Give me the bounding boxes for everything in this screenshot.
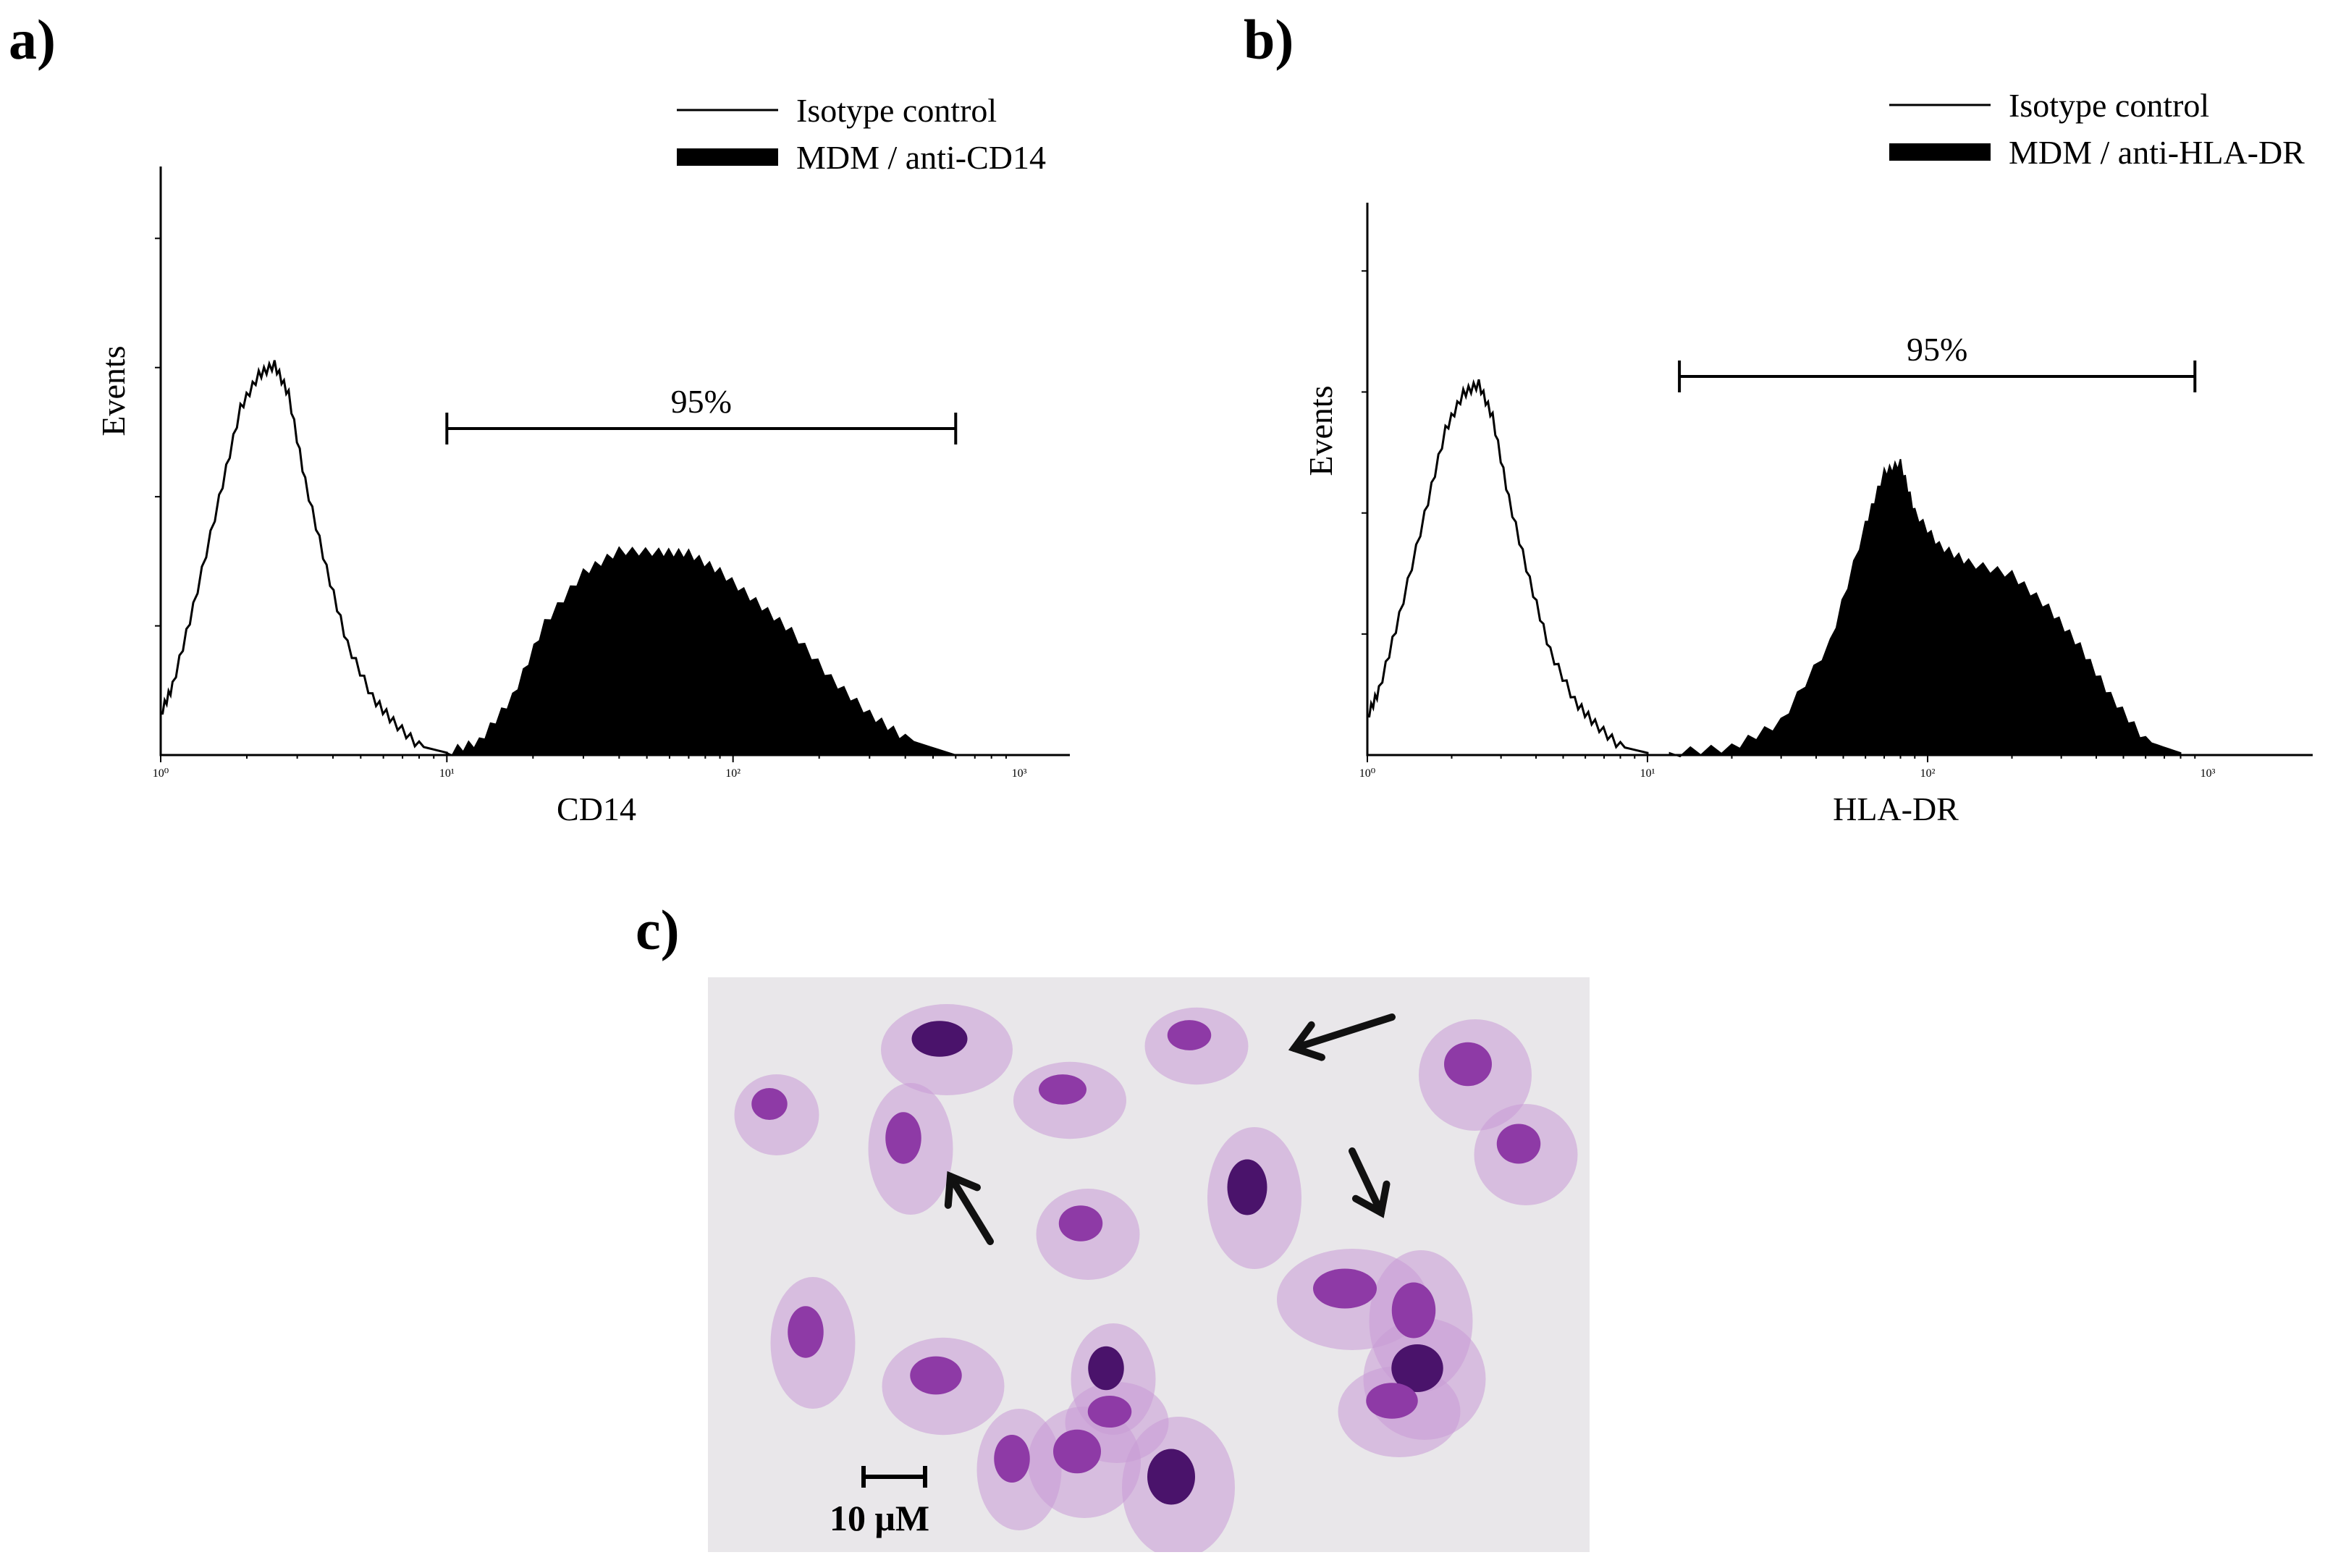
cell-nucleus: [788, 1306, 824, 1358]
cell-nucleus: [1167, 1020, 1212, 1050]
panel-label-a: a): [9, 8, 56, 71]
gate-label: 95%: [671, 383, 732, 420]
legend-entry: Isotype control: [796, 92, 997, 129]
x-axis-label: CD14: [557, 791, 636, 827]
arrow-icon: [947, 1173, 994, 1245]
cell-nucleus: [1039, 1074, 1086, 1105]
cell-nucleus: [751, 1088, 788, 1120]
panel-label-b: b): [1244, 8, 1294, 71]
cell-nucleus: [1313, 1268, 1377, 1309]
cell-nucleus: [1058, 1205, 1103, 1242]
arrow-icon: [1291, 1013, 1396, 1052]
legend-entry: Isotype control: [2009, 87, 2209, 124]
arrow-head-icon: [1288, 1021, 1325, 1061]
stained-cells-image: [708, 977, 1590, 1559]
cell-nucleus: [1496, 1124, 1541, 1164]
x-tick-label: 10¹: [439, 767, 455, 780]
cell-nucleus: [1391, 1282, 1436, 1339]
cell-nucleus: [1087, 1396, 1132, 1428]
arrow-head-icon: [1351, 1180, 1391, 1218]
x-tick-label: 10⁰: [1359, 767, 1375, 780]
legend-swatch-filled: [677, 148, 778, 166]
series-filled-1: [446, 546, 956, 756]
x-tick-label: 10⁰: [153, 767, 169, 780]
series-outline-0: [1366, 379, 1649, 756]
legend-entry: MDM / anti-CD14: [796, 139, 1046, 176]
cell-nucleus: [910, 1356, 962, 1395]
x-tick-label: 10³: [2201, 767, 2216, 780]
cell-nucleus: [1366, 1383, 1418, 1419]
cell-nucleus: [885, 1112, 921, 1164]
cell-nucleus: [911, 1021, 968, 1057]
x-tick-label: 10¹: [1640, 767, 1655, 780]
histogram-cd14: 10⁰ 10¹ 10² 10³ 95% CD14 Events Isotype control…: [95, 92, 1070, 827]
x-tick-label: 10³: [1012, 767, 1027, 780]
histogram-hla-dr: 10⁰ 10¹ 10² 10³ 95% HLA-DR Events Isotype contr…: [1302, 87, 2313, 827]
cell-nucleus: [1444, 1042, 1492, 1087]
x-axis-label: HLA-DR: [1833, 791, 1959, 827]
arrow-icon: [1349, 1147, 1385, 1216]
cell-nucleus: [1088, 1346, 1124, 1391]
scale-bar-label: 10 μM: [830, 1498, 930, 1538]
legend-swatch-filled: [1889, 143, 1991, 161]
cell-nucleus: [994, 1435, 1030, 1483]
arrow-head-icon: [944, 1171, 981, 1209]
series-outline-0: [159, 360, 448, 756]
x-tick-label: 10²: [725, 767, 740, 780]
cell-nucleus: [1053, 1429, 1101, 1474]
legend-entry: MDM / anti-HLA-DR: [2009, 134, 2305, 171]
y-axis-label: Events: [95, 345, 132, 436]
x-tick-label: 10²: [1920, 767, 1936, 780]
cell-nucleus: [1391, 1344, 1443, 1392]
cell-nucleus: [1147, 1449, 1195, 1505]
series-filled-1: [1668, 459, 2182, 758]
micrograph-panel: 10 μM: [708, 977, 1590, 1559]
cell-nucleus: [1227, 1159, 1267, 1215]
gate-label: 95%: [1907, 331, 1967, 368]
y-axis-label: Events: [1302, 385, 1339, 476]
panel-label-c: c): [636, 898, 680, 961]
